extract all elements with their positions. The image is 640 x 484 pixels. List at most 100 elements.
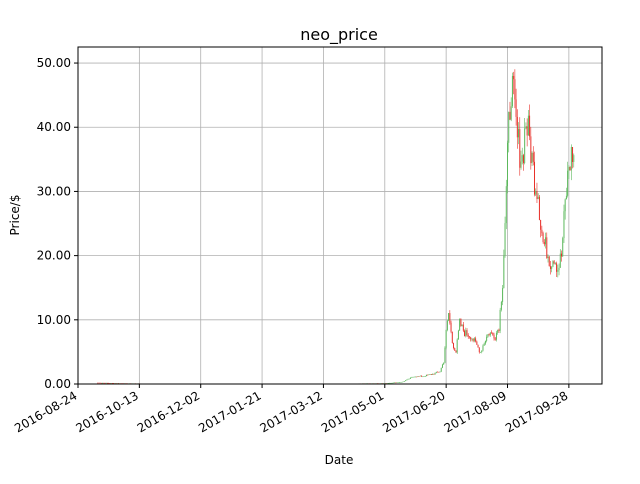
candle-body bbox=[433, 373, 435, 375]
candle-body bbox=[437, 371, 439, 373]
candle-body bbox=[476, 341, 478, 345]
candle-body bbox=[464, 330, 466, 337]
candle-body bbox=[549, 266, 551, 269]
candle-body bbox=[441, 364, 443, 368]
candle-body bbox=[509, 111, 511, 120]
candle-body bbox=[488, 334, 490, 335]
candle-body bbox=[423, 376, 425, 377]
candle-body bbox=[551, 266, 553, 269]
candle-body bbox=[531, 152, 533, 164]
candle-body bbox=[547, 256, 549, 259]
candle-body bbox=[481, 350, 483, 353]
candle-body bbox=[511, 75, 513, 107]
candle-body bbox=[520, 161, 522, 168]
candle-body bbox=[391, 382, 393, 384]
candle-body bbox=[445, 329, 447, 348]
candle-body bbox=[492, 332, 494, 335]
candle-body bbox=[480, 352, 482, 353]
candle-body bbox=[389, 382, 391, 384]
candle-body bbox=[428, 374, 430, 376]
candle-body bbox=[484, 340, 486, 344]
candle-body bbox=[516, 116, 518, 138]
candle-body bbox=[440, 367, 442, 372]
candle-body bbox=[457, 330, 459, 340]
candle-body bbox=[498, 329, 500, 331]
candle-body bbox=[522, 155, 524, 164]
candle-body bbox=[446, 320, 448, 330]
candle-body bbox=[438, 371, 440, 373]
candle-body bbox=[548, 256, 550, 267]
candle-body bbox=[526, 126, 528, 136]
candle-body bbox=[538, 196, 540, 220]
candle-body bbox=[494, 338, 496, 340]
candle-body bbox=[543, 242, 545, 245]
candle-body bbox=[483, 343, 485, 346]
candle-body bbox=[390, 382, 392, 384]
candle-body bbox=[99, 382, 101, 384]
candle-body bbox=[513, 75, 515, 80]
candle-body bbox=[540, 219, 542, 230]
candle-body bbox=[111, 382, 113, 384]
candle-body bbox=[413, 376, 415, 378]
candle-body bbox=[386, 383, 388, 384]
candle-body bbox=[417, 376, 419, 377]
candle-body bbox=[405, 380, 407, 382]
x-axis-label: Date bbox=[325, 453, 354, 467]
candle-body bbox=[100, 382, 102, 384]
candle-body bbox=[556, 263, 558, 272]
candle-body bbox=[406, 379, 408, 381]
candle-body bbox=[567, 170, 569, 196]
candle-body bbox=[414, 376, 416, 378]
candle-body bbox=[569, 166, 571, 171]
candle-body bbox=[510, 106, 512, 120]
candle-body bbox=[410, 377, 412, 379]
candle-body bbox=[532, 152, 534, 162]
plot-frame bbox=[77, 46, 603, 385]
candle-body bbox=[470, 337, 472, 340]
candle-body bbox=[396, 382, 398, 383]
candle-body bbox=[116, 383, 118, 384]
candle-body bbox=[515, 99, 517, 117]
candle-body bbox=[460, 318, 462, 326]
candle-body bbox=[562, 238, 564, 257]
y-tick-label: 50.00 bbox=[37, 56, 71, 70]
y-tick-label: 0.00 bbox=[44, 377, 71, 391]
candle-body bbox=[503, 255, 505, 289]
candle-body bbox=[541, 229, 543, 234]
candle-body bbox=[554, 263, 556, 264]
candle-body bbox=[450, 322, 452, 332]
candle-body bbox=[552, 261, 554, 267]
y-tick-label: 20.00 bbox=[37, 249, 71, 263]
candle-body bbox=[108, 382, 110, 384]
candle-body bbox=[505, 186, 507, 224]
candle-body bbox=[525, 126, 527, 129]
candle-body bbox=[514, 79, 516, 100]
y-axis-label: Price/$ bbox=[8, 195, 22, 236]
candle-body bbox=[467, 335, 469, 337]
candle-body bbox=[387, 383, 389, 384]
candle-body bbox=[109, 382, 111, 384]
candle-body bbox=[553, 261, 555, 264]
candle-body bbox=[456, 339, 458, 353]
candle-body bbox=[399, 382, 401, 383]
candle-body bbox=[402, 381, 404, 383]
candle-body bbox=[439, 371, 441, 373]
candle-body bbox=[564, 199, 566, 212]
candle-body bbox=[486, 336, 488, 341]
candle-body bbox=[444, 347, 446, 363]
candle-body bbox=[459, 318, 461, 331]
candle-body bbox=[565, 195, 567, 200]
candle-body bbox=[429, 374, 431, 375]
candle-body bbox=[557, 270, 559, 272]
candle-body bbox=[508, 111, 510, 143]
candle-body bbox=[113, 383, 115, 384]
candle-body bbox=[397, 382, 399, 383]
candle-body bbox=[558, 267, 560, 271]
candle-body bbox=[118, 383, 119, 384]
candle-body bbox=[466, 330, 468, 336]
candle-body bbox=[472, 338, 474, 341]
candle-body bbox=[491, 332, 493, 334]
candle-body bbox=[473, 338, 475, 341]
